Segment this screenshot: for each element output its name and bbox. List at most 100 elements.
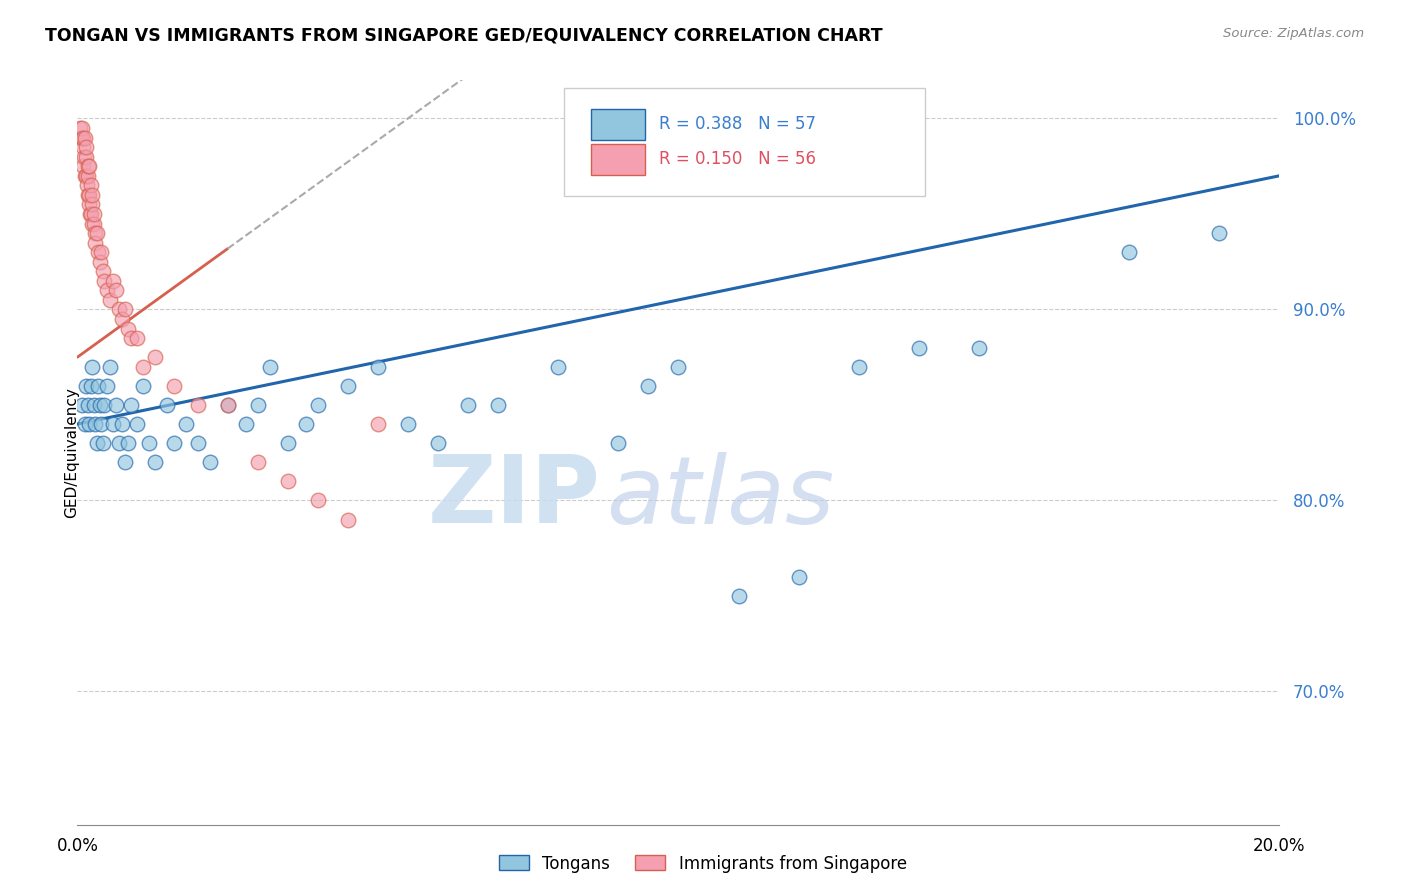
Point	[90, 417, 112, 431]
Point	[87, 245, 110, 260]
Point	[637, 379, 659, 393]
Point	[103, 274, 125, 288]
Point	[117, 436, 139, 450]
Point	[607, 436, 630, 450]
Point	[111, 417, 134, 431]
Bar	[591, 109, 645, 140]
Point	[1118, 245, 1140, 260]
Point	[91, 436, 114, 450]
Point	[80, 207, 103, 221]
Point	[486, 398, 509, 412]
Point	[108, 436, 131, 450]
Point	[84, 235, 107, 250]
Y-axis label: GED/Equivalency: GED/Equivalency	[65, 387, 79, 518]
Point	[132, 379, 155, 393]
Point	[70, 130, 93, 145]
Point	[76, 169, 98, 183]
Point	[174, 417, 197, 431]
Point	[668, 359, 690, 374]
Point	[79, 207, 101, 221]
Point	[120, 398, 142, 412]
Point	[84, 417, 107, 431]
Point	[186, 398, 209, 412]
Point	[117, 321, 139, 335]
Point	[114, 302, 136, 317]
Point	[100, 359, 122, 374]
Point	[70, 121, 93, 136]
Point	[294, 417, 316, 431]
Point	[246, 455, 269, 469]
Point	[73, 169, 96, 183]
Point	[127, 417, 149, 431]
Point	[80, 217, 103, 231]
Point	[100, 293, 122, 307]
Point	[84, 226, 107, 240]
Point	[547, 359, 569, 374]
Point	[70, 130, 93, 145]
Point	[727, 589, 749, 603]
Point	[75, 150, 97, 164]
Point	[967, 341, 990, 355]
Point	[82, 359, 104, 374]
Point	[79, 187, 101, 202]
Point	[86, 226, 108, 240]
Point	[83, 217, 105, 231]
Point	[787, 570, 810, 584]
Point	[79, 159, 101, 173]
Point	[259, 359, 281, 374]
Point	[83, 207, 105, 221]
Point	[72, 140, 94, 154]
Point	[127, 331, 149, 345]
Point	[427, 436, 450, 450]
Point	[145, 455, 167, 469]
Point	[87, 379, 110, 393]
Point	[156, 398, 179, 412]
Point	[336, 512, 359, 526]
Point	[186, 436, 209, 450]
Point	[217, 398, 239, 412]
Text: R = 0.388   N = 57: R = 0.388 N = 57	[659, 115, 815, 133]
Point	[77, 159, 100, 173]
Point	[217, 398, 239, 412]
Point	[145, 350, 167, 364]
Point	[83, 398, 105, 412]
Point	[396, 417, 419, 431]
Point	[75, 379, 97, 393]
Point	[82, 187, 104, 202]
Point	[848, 359, 870, 374]
Point	[89, 398, 111, 412]
Point	[277, 475, 299, 489]
Point	[277, 436, 299, 450]
Point	[93, 274, 115, 288]
Point	[235, 417, 257, 431]
Point	[70, 398, 93, 412]
Point	[162, 379, 184, 393]
Text: atlas: atlas	[606, 452, 835, 543]
Point	[908, 341, 931, 355]
Point	[1208, 226, 1230, 240]
Point	[132, 359, 155, 374]
Point	[76, 178, 98, 193]
Point	[114, 455, 136, 469]
Point	[246, 398, 269, 412]
Point	[198, 455, 221, 469]
Point	[86, 436, 108, 450]
Point	[336, 379, 359, 393]
Point	[108, 302, 131, 317]
Point	[90, 245, 112, 260]
Text: R = 0.150   N = 56: R = 0.150 N = 56	[659, 150, 815, 169]
Point	[75, 140, 97, 154]
Point	[72, 130, 94, 145]
Point	[93, 398, 115, 412]
Point	[73, 150, 96, 164]
Text: Source: ZipAtlas.com: Source: ZipAtlas.com	[1223, 27, 1364, 40]
Point	[103, 417, 125, 431]
Point	[367, 359, 389, 374]
Point	[96, 284, 118, 298]
FancyBboxPatch shape	[564, 87, 925, 195]
Text: ZIP: ZIP	[427, 451, 600, 543]
Point	[82, 197, 104, 211]
Bar	[591, 144, 645, 175]
Point	[77, 197, 100, 211]
Point	[75, 130, 97, 145]
